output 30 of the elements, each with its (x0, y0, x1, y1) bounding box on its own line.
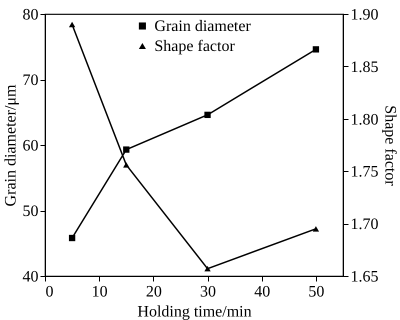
x-tick-label: 20 (146, 284, 162, 300)
x-tick-label: 40 (254, 284, 270, 300)
x-tick-label: 30 (200, 284, 216, 300)
x-axis-title: Holding time/min (137, 304, 252, 320)
point (204, 266, 211, 272)
point (123, 146, 130, 153)
legend-label: Shape factor (154, 38, 236, 55)
x-tick-label: 50 (308, 284, 324, 300)
point (68, 234, 76, 242)
point (123, 162, 130, 168)
point (312, 226, 320, 232)
point (68, 22, 76, 28)
y2-axis-title: Shape factor (382, 105, 398, 186)
y-tick-label: 50 (22, 203, 38, 220)
y-tick-label: 40 (22, 268, 38, 286)
y2-tick-label: 1.70 (350, 216, 378, 234)
y2-tick-label: 1.80 (350, 111, 378, 128)
y-tick-label: 60 (22, 138, 38, 154)
y-tick-label: 70 (22, 72, 38, 89)
y2-tick-label: 1.90 (350, 6, 378, 24)
x-tick-label: 10 (92, 284, 108, 300)
point (204, 112, 211, 118)
point (312, 46, 320, 53)
legend-label: Grain diameter (154, 18, 252, 35)
y-tick-label: 80 (22, 6, 38, 24)
y-axis-title: Grain diameter/μm (2, 84, 20, 206)
y2-tick-label: 1.75 (350, 164, 378, 181)
y2-tick-label: 1.85 (350, 58, 378, 76)
x-tick-label: 0 (46, 284, 54, 300)
y2-tick-label: 1.65 (350, 268, 378, 286)
